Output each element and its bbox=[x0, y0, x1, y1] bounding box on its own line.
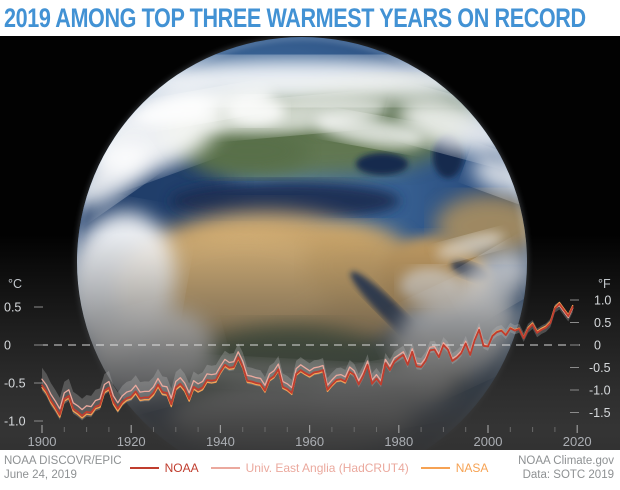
x-tick-label: 1920 bbox=[117, 434, 146, 449]
data-source: NOAA Climate.gov Data: SOTC 2019 bbox=[488, 455, 614, 482]
y-left-tick-label: -1.0 bbox=[4, 415, 26, 429]
y-left-tick-label: 0 bbox=[4, 339, 11, 353]
legend-item-nasa: NASA bbox=[420, 461, 489, 475]
y-right-tick-label: 1.0 bbox=[594, 294, 611, 308]
legend-label-hadcrut: Univ. East Anglia (HadCRUT4) bbox=[245, 461, 409, 475]
series-line-univ-east-anglia-hadcrut4- bbox=[41, 304, 574, 411]
source-site: NOAA Climate.gov bbox=[518, 455, 614, 467]
x-tick-label: 1980 bbox=[384, 434, 413, 449]
series-line-noaa bbox=[41, 303, 574, 417]
y-axis-left-unit: °C bbox=[8, 277, 22, 291]
chart-shade-overlay bbox=[0, 36, 620, 450]
series-lines bbox=[41, 301, 574, 419]
credit-date: June 24, 2019 bbox=[4, 468, 77, 481]
y-right-tick-label: -1.0 bbox=[589, 384, 611, 398]
legend-item-noaa: NOAA bbox=[129, 461, 199, 475]
page-title: 2019 AMONG TOP THREE WARMEST YEARS ON RE… bbox=[4, 2, 586, 33]
anomaly-chart: °C 0.5 0 -0.5 -1.0 °F 1.0 0.5 0 -0.5 -1.0 -1.5 190… bbox=[4, 277, 611, 449]
earth-chart-area: °C 0.5 0 -0.5 -1.0 °F 1.0 0.5 0 -0.5 -1.0 -1.5 190… bbox=[0, 36, 620, 450]
x-tick-label: 1900 bbox=[28, 434, 57, 449]
x-tick-label: 1960 bbox=[295, 434, 324, 449]
source-data: Data: SOTC 2019 bbox=[522, 468, 614, 481]
legend-label-noaa: NOAA bbox=[164, 461, 199, 475]
title-bar: 2019 AMONG TOP THREE WARMEST YEARS ON RE… bbox=[0, 0, 620, 36]
y-axis-right-unit: °F bbox=[598, 277, 611, 291]
credit-source: NOAA DISCOVR/EPIC bbox=[4, 455, 122, 467]
y-axis-right: °F 1.0 0.5 0 -0.5 -1.0 -1.5 bbox=[570, 277, 611, 420]
noaa-line-swatch bbox=[129, 467, 159, 469]
x-tick-label: 2000 bbox=[474, 434, 503, 449]
x-tick-label: 2020 bbox=[563, 434, 592, 449]
x-tick-label: 1940 bbox=[206, 434, 235, 449]
nasa-line-swatch bbox=[420, 467, 450, 469]
y-right-tick-label: 0.5 bbox=[594, 316, 611, 330]
y-right-tick-label: -0.5 bbox=[589, 361, 611, 375]
legend-item-hadcrut: Univ. East Anglia (HadCRUT4) bbox=[210, 461, 409, 475]
footer-bar: NOAA DISCOVR/EPIC June 24, 2019 NOAA Uni… bbox=[0, 450, 620, 490]
y-axis-left: °C 0.5 0 -0.5 -1.0 bbox=[4, 277, 43, 429]
image-credit: NOAA DISCOVR/EPIC June 24, 2019 bbox=[4, 455, 130, 482]
x-axis: 1900 1920 1940 1960 1980 2000 2020 bbox=[28, 425, 592, 449]
y-left-tick-label: -0.5 bbox=[4, 377, 26, 391]
y-right-tick-label: 0 bbox=[594, 339, 601, 353]
y-left-tick-label: 0.5 bbox=[4, 301, 21, 315]
chart-legend: NOAA Univ. East Anglia (HadCRUT4) NASA bbox=[129, 461, 489, 475]
hadcrut-line-swatch bbox=[210, 467, 240, 469]
y-right-tick-label: -1.5 bbox=[589, 406, 611, 420]
legend-label-nasa: NASA bbox=[455, 461, 489, 475]
